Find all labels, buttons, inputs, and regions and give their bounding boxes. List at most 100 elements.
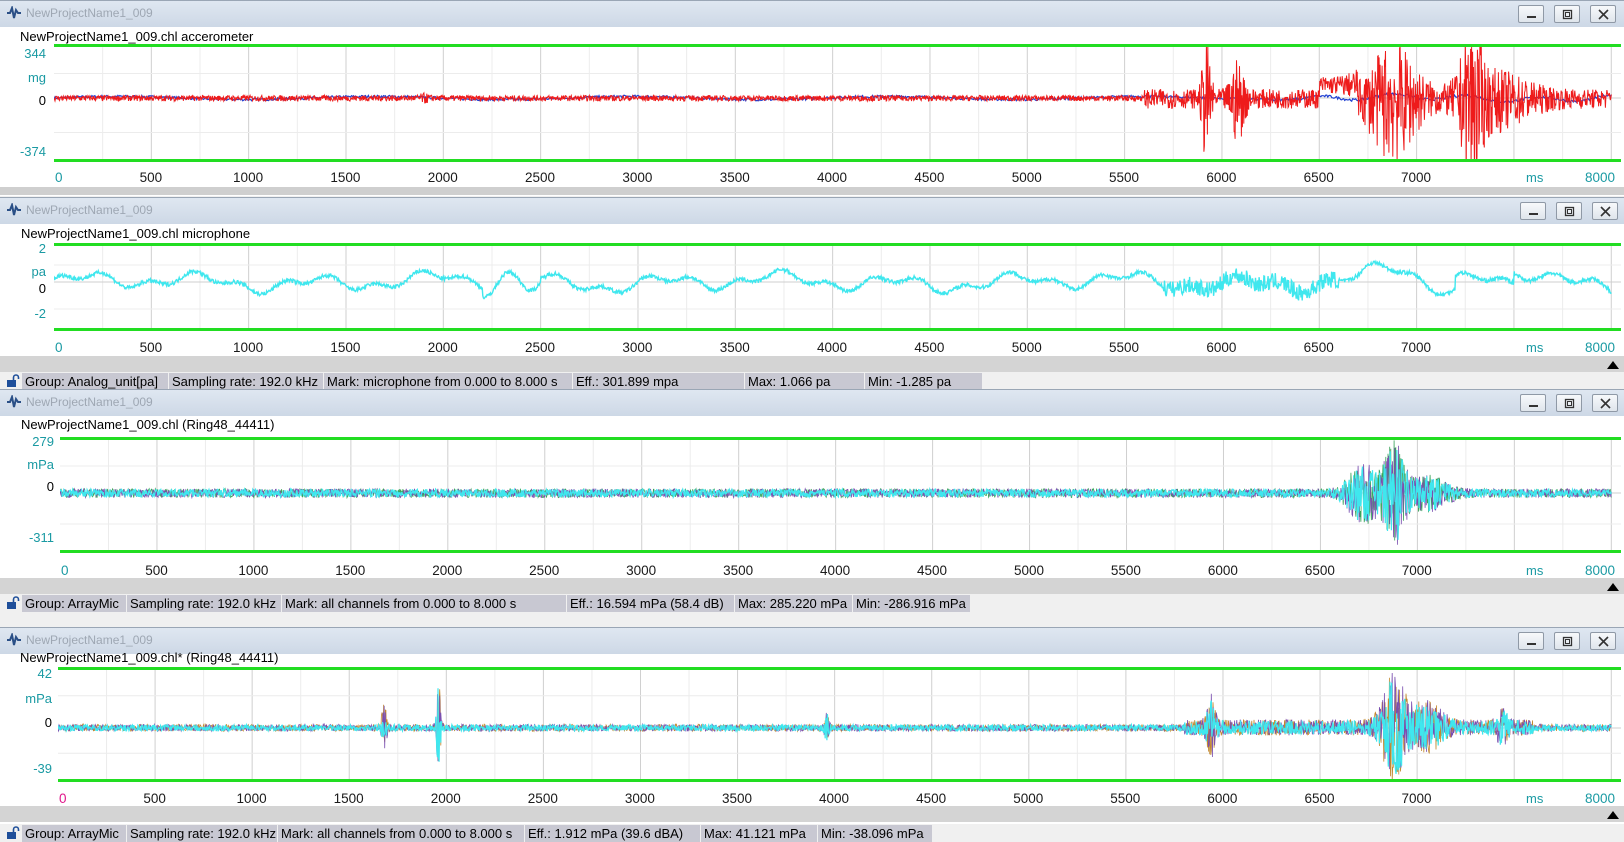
x-tick-label: 2500 — [525, 170, 556, 185]
x-tick-label: 500 — [143, 791, 166, 806]
window-title: NewProjectName1_009 — [26, 633, 153, 647]
y-tick-min: -311 — [28, 530, 54, 545]
x-tick-label: 4000 — [817, 340, 848, 355]
maximize-button[interactable] — [1556, 202, 1582, 220]
channel-title: NewProjectName1_009.chl microphone — [21, 226, 251, 241]
x-tick-label: 5000 — [1013, 791, 1044, 806]
x-unit: ms — [1526, 340, 1544, 355]
x-tick-label: 5500 — [1109, 170, 1140, 185]
x-tick-label: 4000 — [819, 791, 850, 806]
minimize-button[interactable] — [1520, 202, 1546, 220]
microphone-plot[interactable] — [54, 243, 1621, 331]
x-tick-label: 6500 — [1303, 340, 1334, 355]
title-bar[interactable]: NewProjectName1_009 — [0, 1, 1624, 27]
close-icon — [1600, 398, 1611, 409]
close-button[interactable] — [1590, 5, 1616, 23]
x-tick-label: 6000 — [1206, 170, 1237, 185]
array-mic-plot[interactable] — [60, 437, 1621, 553]
x-tick-label: 3500 — [723, 563, 754, 578]
x-tick-label: 3500 — [719, 340, 750, 355]
x-tick-label: 3500 — [721, 791, 752, 806]
maximize-button[interactable] — [1554, 632, 1580, 650]
waveform-app-icon — [7, 633, 21, 646]
lock-icon[interactable] — [6, 826, 20, 840]
series-line-red — [54, 44, 1612, 162]
x-tick-label: 1500 — [333, 791, 364, 806]
x-tick-label: 5500 — [1110, 563, 1141, 578]
x-tick-label: 1000 — [236, 791, 267, 806]
x-tick-label: 1000 — [233, 340, 264, 355]
close-button[interactable] — [1592, 202, 1618, 220]
x-tick-label: 2500 — [527, 791, 558, 806]
x-tick-label: 8000 — [1585, 791, 1616, 806]
x-tick-label: 2000 — [427, 170, 458, 185]
scroll-up-arrow-icon[interactable] — [1606, 358, 1620, 370]
lock-icon[interactable] — [6, 374, 20, 388]
y-tick-max: 2 — [38, 241, 46, 256]
status-field: Eff.: 301.899 mpa — [573, 373, 745, 390]
status-field: Min: -38.096 mPa — [818, 825, 933, 842]
status-bar: Group: Analog_unit[pa] Sampling rate: 192… — [0, 372, 1624, 390]
x-tick-label: 500 — [145, 563, 168, 578]
window-title: NewProjectName1_009 — [26, 6, 153, 20]
maximize-button[interactable] — [1556, 394, 1582, 412]
x-tick-label: 3500 — [719, 170, 750, 185]
x-tick-label: 1000 — [238, 563, 269, 578]
maximize-icon — [1562, 9, 1573, 20]
x-tick-label: 1500 — [330, 170, 361, 185]
x-tick-label: 2000 — [427, 340, 458, 355]
title-bar[interactable]: NewProjectName1_009 — [0, 198, 1624, 224]
x-tick-label: 4500 — [916, 791, 947, 806]
y-tick-max: 344 — [24, 46, 46, 61]
status-field: Sampling rate: 192.0 kHz — [127, 825, 278, 842]
series-line-channel-0 — [60, 449, 1612, 540]
title-bar[interactable]: NewProjectName1_009 — [0, 390, 1624, 416]
minimize-icon — [1529, 405, 1538, 407]
x-tick-label: 6500 — [1303, 170, 1334, 185]
maximize-button[interactable] — [1554, 5, 1580, 23]
y-unit: mPa — [27, 457, 54, 472]
horizontal-scrollbar[interactable] — [0, 187, 1624, 195]
accelerometer-plot[interactable] — [54, 44, 1621, 162]
x-tick-label: 8000 — [1585, 340, 1616, 355]
plot-border-bottom — [60, 550, 1621, 553]
plot-border-top — [54, 44, 1621, 47]
array-mic-window: NewProjectName1_009 NewProjectName1_009.… — [0, 389, 1624, 612]
minimize-button[interactable] — [1518, 632, 1544, 650]
horizontal-scrollbar[interactable] — [0, 356, 1624, 372]
scroll-up-arrow-icon[interactable] — [1606, 808, 1620, 820]
status-field: Max: 41.121 mPa — [701, 825, 818, 842]
minimize-button[interactable] — [1518, 5, 1544, 23]
channel-title: NewProjectName1_009.chl accerometer — [20, 29, 254, 44]
lock-icon[interactable] — [6, 596, 20, 610]
array-mic-weighted-plot[interactable] — [58, 667, 1621, 782]
minimize-icon — [1527, 16, 1536, 18]
window-title: NewProjectName1_009 — [26, 395, 153, 409]
channel-title: NewProjectName1_009.chl* (Ring48_44411) — [20, 650, 279, 665]
x-tick-label: 6500 — [1304, 791, 1335, 806]
channel-title: NewProjectName1_009.chl (Ring48_44411) — [21, 417, 275, 432]
close-button[interactable] — [1592, 394, 1618, 412]
title-bar[interactable]: NewProjectName1_009 — [0, 628, 1624, 654]
status-field: Eff.: 16.594 mPa (58.4 dB) — [567, 595, 735, 612]
minimize-icon — [1527, 643, 1536, 645]
y-tick-min: -39 — [33, 761, 52, 776]
minimize-button[interactable] — [1520, 394, 1546, 412]
plot-border-top — [58, 667, 1621, 670]
x-tick-label: 5000 — [1013, 563, 1044, 578]
microphone-window: NewProjectName1_009 NewProjectName1_009.… — [0, 197, 1624, 390]
x-tick-label: 3000 — [626, 563, 657, 578]
close-button[interactable] — [1590, 632, 1616, 650]
x-tick-label: 4000 — [817, 170, 848, 185]
plot-border-bottom — [54, 328, 1621, 331]
series-line-channel-0 — [58, 681, 1612, 774]
status-field: Mark: microphone from 0.000 to 8.000 s — [324, 373, 573, 390]
x-tick-label: 2500 — [529, 563, 560, 578]
y-unit: mg — [27, 70, 46, 85]
scroll-up-arrow-icon[interactable] — [1606, 580, 1620, 592]
plot-border-bottom — [54, 159, 1621, 162]
horizontal-scrollbar[interactable] — [0, 806, 1624, 822]
x-tick-label: 5000 — [1011, 340, 1042, 355]
x-tick-label: 8000 — [1585, 170, 1616, 185]
horizontal-scrollbar[interactable] — [0, 578, 1624, 594]
